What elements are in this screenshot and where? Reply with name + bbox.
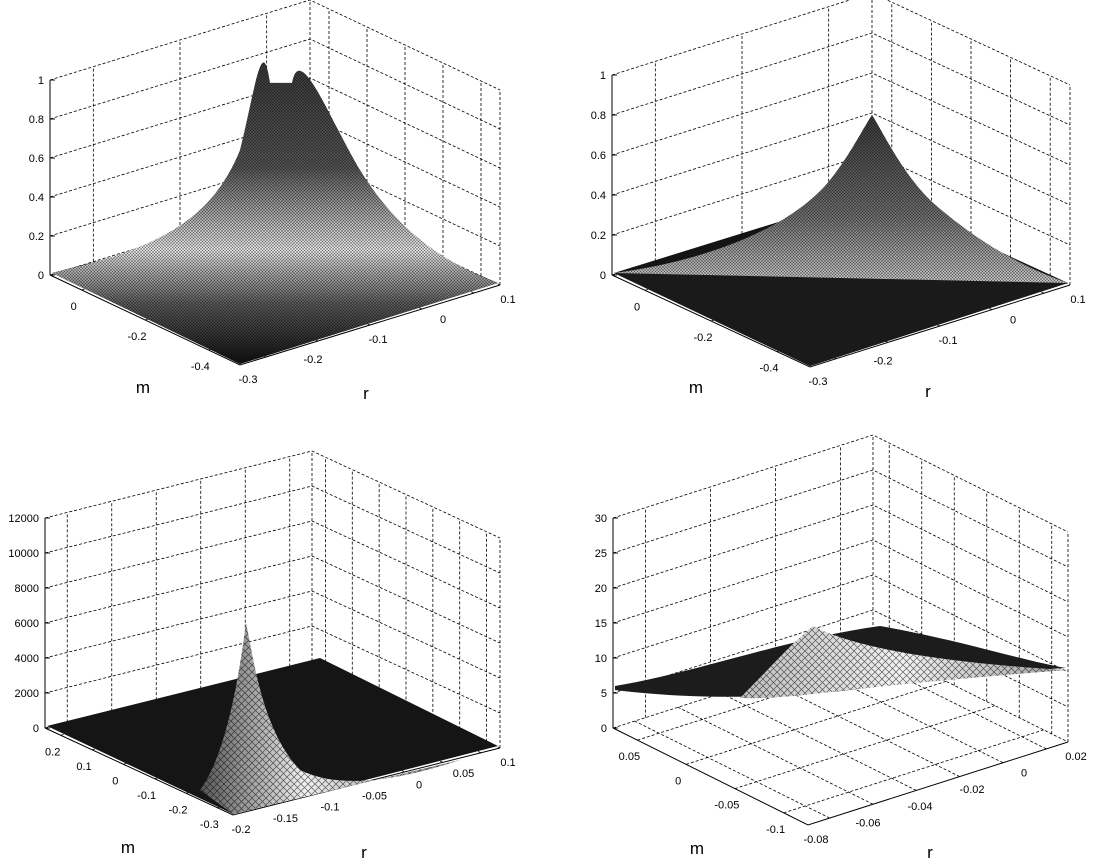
r-tick-label: -0.3 — [239, 374, 258, 386]
y-axis-label: r — [363, 384, 369, 403]
r-tick-label: -0.04 — [907, 801, 932, 813]
r-tick-label: -0.15 — [273, 813, 298, 825]
z-tick-label: 20 — [595, 583, 607, 595]
axis-floor-top-left — [49, 274, 501, 366]
m-tick-label: 0 — [112, 775, 118, 787]
y-axis-label: r — [927, 843, 933, 862]
m-tick-label: 0.1 — [76, 761, 91, 773]
z-tick-label: 8000 — [15, 583, 39, 595]
z-tick-label: 2000 — [15, 688, 39, 700]
x-axis-label: m — [690, 839, 704, 858]
z-tick-label: 0.2 — [591, 230, 606, 242]
r-tick-label: 0.1 — [500, 294, 515, 306]
m-tick-label: -0.1 — [137, 790, 156, 802]
z-tick-label: 6000 — [15, 618, 39, 630]
z-tick-label: 4000 — [15, 653, 39, 665]
r-tick-label: 0 — [416, 779, 422, 791]
r-tick-label: -0.1 — [321, 802, 340, 814]
z-tick-label: 0 — [33, 723, 39, 735]
m-tick-label: -0.2 — [128, 331, 147, 343]
panel-top-left: 0 0.2 0.4 0.6 0.8 1 0 -0.2 -0.4 -0.3 -0.2 -0.1 0 0.1 m… — [29, 0, 516, 403]
axis-floor-bottom-right — [612, 727, 1069, 826]
m-tick-label: -0.3 — [200, 819, 219, 831]
r-tick-label: -0.2 — [874, 356, 893, 368]
z-tick-label: 15 — [595, 618, 607, 630]
z-tick-label: 5 — [601, 688, 607, 700]
x-axis-label: m — [136, 378, 150, 397]
r-tick-label: -0.05 — [362, 791, 387, 803]
r-tick-label: 0 — [440, 314, 446, 326]
z-tick-label: 0.2 — [29, 231, 44, 243]
z-tick-label: 12000 — [8, 513, 39, 525]
m-tick-label: 0.2 — [45, 746, 60, 758]
y-axis-label: r — [925, 382, 931, 401]
m-tick-label: -0.4 — [760, 363, 779, 375]
m-tick-label: 0.05 — [619, 751, 640, 763]
r-tick-label: -0.1 — [369, 334, 388, 346]
z-tick-label: 0.4 — [29, 192, 44, 204]
surface-top-right — [614, 115, 1068, 366]
r-tick-label: 0.1 — [1070, 294, 1085, 306]
m-tick-label: 0 — [675, 775, 681, 787]
y-axis-label: r — [361, 843, 367, 862]
z-tick-label: 0 — [38, 270, 44, 282]
panel-top-right: 0 0.2 0.4 0.6 0.8 1 0 -0.2 -0.4 -0.3 -0.2 -0.1 0 0.1 m… — [591, 0, 1086, 401]
x-axis-label: m — [121, 838, 135, 857]
z-tick-label: 10000 — [8, 548, 39, 560]
m-tick-label: -0.05 — [714, 800, 739, 812]
r-tick-label: 0.1 — [500, 757, 515, 769]
surface-top-left — [52, 62, 498, 364]
r-tick-label: -0.3 — [809, 376, 828, 388]
z-tick-label: 1 — [38, 75, 44, 87]
r-tick-label: 0.05 — [453, 768, 474, 780]
x-axis-label: m — [689, 378, 703, 397]
z-tick-label: 0.8 — [29, 114, 44, 126]
r-tick-label: -0.08 — [803, 834, 828, 846]
grid-bottom-right — [612, 434, 1069, 819]
r-tick-label: 0 — [1021, 768, 1027, 780]
z-tick-label: 1 — [600, 70, 606, 82]
r-tick-label: -0.2 — [232, 824, 251, 836]
z-tick-label: 0.8 — [591, 110, 606, 122]
z-tick-label: 0 — [601, 723, 607, 735]
m-tick-label: -0.1 — [766, 824, 785, 836]
axis-floor-top-right — [611, 274, 1071, 368]
m-tick-label: -0.4 — [191, 361, 210, 373]
r-tick-label: -0.06 — [855, 817, 880, 829]
panel-bottom-right: 0 5 10 15 20 25 30 0.05 0 -0.05 -0.1 -0.08 -0.06 -0.0… — [595, 434, 1087, 862]
m-tick-label: 0 — [634, 301, 640, 313]
m-tick-label: 0 — [71, 301, 77, 313]
r-tick-label: 0 — [1010, 315, 1016, 327]
z-tick-label: 0 — [600, 270, 606, 282]
panel-bottom-left: 0 2000 4000 6000 8000 10000 12000 0.2 0.1 0 -0.1 -0… — [8, 450, 516, 862]
z-tick-label: 10 — [595, 653, 607, 665]
r-tick-label: -0.1 — [939, 335, 958, 347]
z-tick-label: 0.6 — [29, 153, 44, 165]
m-tick-label: -0.2 — [694, 332, 713, 344]
m-tick-label: -0.2 — [169, 804, 188, 816]
r-tick-label: 0.02 — [1065, 751, 1086, 763]
z-tick-label: 0.4 — [591, 190, 606, 202]
z-tick-label: 30 — [595, 513, 607, 525]
z-tick-label: 25 — [595, 548, 607, 560]
surface-bottom-left — [47, 623, 498, 814]
r-tick-label: -0.02 — [959, 784, 984, 796]
r-tick-label: -0.2 — [304, 354, 323, 366]
surface-bottom-right — [615, 626, 1066, 699]
axis-floor-bottom-left — [44, 727, 501, 816]
z-tick-label: 0.6 — [591, 150, 606, 162]
